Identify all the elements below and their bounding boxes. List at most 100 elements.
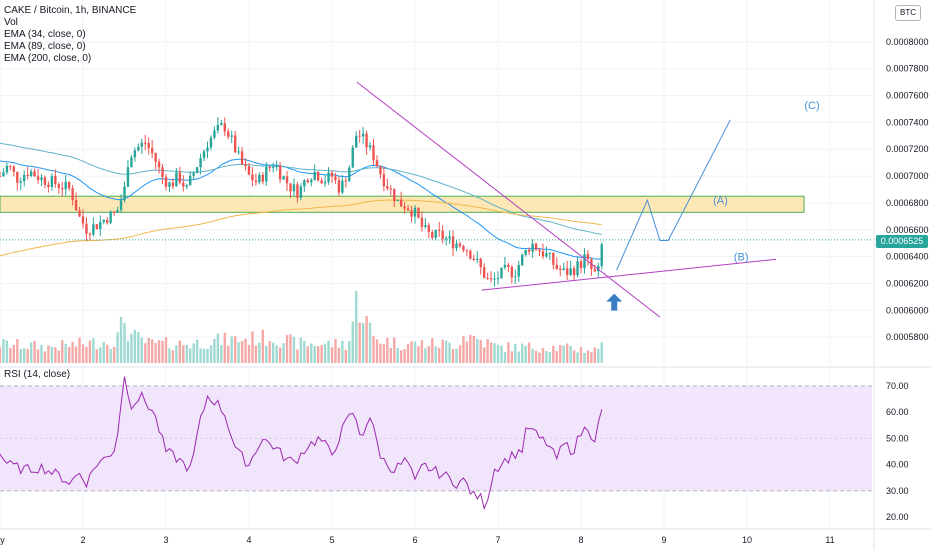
candle-body: [278, 165, 282, 180]
candle-body: [365, 133, 368, 148]
candle-body: [434, 229, 437, 238]
x-tick-label: 11: [825, 535, 834, 545]
candle-body: [406, 208, 410, 211]
legend-vol[interactable]: Vol: [4, 17, 18, 28]
candle-body: [597, 265, 600, 272]
volume-bar: [147, 337, 150, 363]
volume-bar: [275, 345, 278, 363]
legend-ema200[interactable]: EMA (200, close, 0): [4, 53, 92, 64]
volume-bar: [303, 341, 306, 363]
candle-body: [444, 238, 448, 240]
legend-ema34[interactable]: EMA (34, close, 0): [4, 29, 86, 40]
candle-body: [126, 167, 130, 187]
volume-bar: [451, 349, 455, 363]
volume-bar: [157, 340, 161, 363]
candle-body: [355, 135, 358, 148]
volume-bar: [503, 352, 507, 363]
volume-bar: [23, 348, 26, 363]
candle-body: [36, 176, 40, 181]
volume-bar: [479, 339, 482, 363]
candle-body: [164, 176, 168, 187]
candle-body: [451, 236, 455, 249]
volume-bar: [140, 337, 143, 363]
volume-bar: [175, 345, 178, 363]
volume-bar: [455, 348, 458, 363]
candle-body: [517, 265, 520, 277]
candle-body: [469, 250, 472, 259]
volume-bar: [171, 350, 175, 363]
volume-bar: [372, 335, 375, 363]
candle-body: [441, 230, 444, 240]
candle-body: [95, 224, 99, 229]
volume-bar: [341, 340, 344, 363]
volume-bar: [572, 350, 576, 363]
candle-body: [372, 145, 375, 161]
candle-body: [119, 200, 123, 210]
volume-bar: [344, 349, 348, 363]
candle-body: [227, 131, 230, 137]
volume-bar: [358, 322, 361, 363]
rsi-series-line: [0, 376, 603, 511]
volume-bar: [178, 340, 182, 363]
volume-bar: [19, 349, 22, 363]
candle-body: [323, 181, 327, 184]
volume-bar: [126, 341, 130, 363]
candle-body: [600, 244, 603, 266]
candle-body: [106, 219, 109, 223]
price-tick-label: 0.0008000: [886, 37, 929, 47]
candle-body: [576, 261, 579, 276]
volume-bar: [150, 339, 154, 363]
candle-body: [12, 166, 16, 172]
candle-body: [399, 199, 403, 207]
candle-body: [310, 180, 313, 183]
candle-body: [489, 278, 493, 280]
x-tick-label: 3: [163, 535, 168, 545]
wave-label: (B): [734, 252, 749, 264]
candle-body: [112, 211, 116, 213]
candle-body: [209, 137, 213, 148]
volume-bar: [420, 340, 424, 363]
volume-bar: [285, 335, 289, 363]
candle-body: [527, 249, 531, 252]
candle-body: [289, 183, 292, 192]
volume-bar: [507, 342, 510, 363]
rsi-tick-label: 60.00: [886, 407, 909, 417]
volume-bar: [230, 336, 233, 363]
candle-body: [189, 175, 192, 186]
candle-body: [26, 174, 29, 177]
volume-bar: [565, 343, 569, 363]
legend-ema89[interactable]: EMA (89, close, 0): [4, 41, 86, 52]
symbol-badge[interactable]: BTC: [895, 5, 921, 21]
candle-body: [482, 267, 486, 278]
volume-bar: [216, 333, 220, 363]
volume-bar: [448, 342, 451, 363]
candle-body: [195, 167, 199, 173]
volume-bar: [9, 347, 12, 363]
candle-body: [579, 261, 583, 269]
price-tick-label: 0.0007200: [886, 144, 929, 154]
candle-body: [386, 186, 389, 189]
candle-body: [116, 209, 119, 213]
volume-bar: [43, 351, 47, 363]
candle-body: [431, 231, 434, 238]
candle-body: [358, 135, 361, 137]
volume-bar: [510, 351, 514, 363]
volume-bar: [102, 342, 105, 363]
candle-body: [524, 249, 527, 255]
volume-bar: [590, 351, 593, 363]
rsi-band: [0, 385, 872, 492]
candle-body: [507, 264, 510, 267]
volume-bar: [99, 347, 102, 363]
volume-bar: [195, 339, 199, 363]
candle-body: [361, 133, 365, 137]
volume-bar: [33, 341, 36, 363]
rsi-legend[interactable]: RSI (14, close): [4, 369, 71, 380]
legend-title[interactable]: CAKE / Bitcoin, 1h, BINANCE: [4, 5, 137, 16]
candle-body: [334, 176, 337, 181]
volume-bar: [299, 337, 303, 363]
candle-body: [548, 252, 552, 254]
candle-body: [137, 146, 140, 151]
candle-body: [410, 210, 413, 217]
candle-body: [33, 171, 36, 177]
volume-bar: [489, 342, 493, 363]
